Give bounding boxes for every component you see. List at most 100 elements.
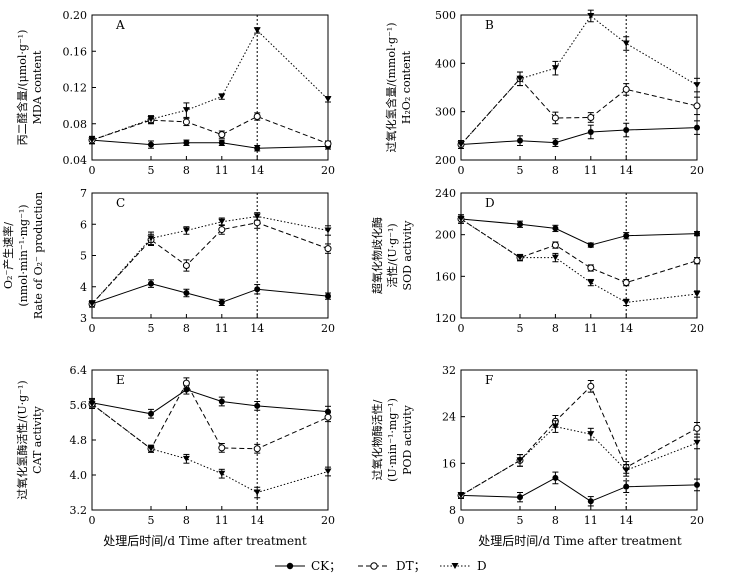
series-line-dt xyxy=(91,222,329,305)
data-point-d xyxy=(324,468,332,475)
x-tick-label: 20 xyxy=(321,322,335,335)
data-point-ck xyxy=(587,242,594,249)
data-point-ck xyxy=(694,230,700,237)
y-tick-label: 16 xyxy=(442,457,456,470)
data-point-ck xyxy=(148,280,154,287)
data-point-d xyxy=(457,492,465,499)
data-point-d xyxy=(182,227,190,234)
data-point-ck xyxy=(148,410,154,417)
data-point-ck xyxy=(552,225,559,232)
data-point-ck xyxy=(218,139,225,146)
series-line-dt xyxy=(460,218,698,284)
data-point-ck xyxy=(517,494,523,501)
data-point-d xyxy=(147,445,155,452)
y-tick-label: 0.12 xyxy=(63,82,88,95)
legend-ck-label: CK； xyxy=(311,559,341,573)
data-point-d xyxy=(622,299,630,306)
x-tick-label: 14 xyxy=(619,514,633,527)
data-point-d xyxy=(147,235,155,242)
series-line-ck xyxy=(460,218,698,246)
x-tick-label: 5 xyxy=(148,322,155,335)
data-point-d xyxy=(587,12,595,19)
series-line-ck xyxy=(460,127,698,145)
data-point-ck xyxy=(254,402,261,409)
legend-d-label: D xyxy=(477,559,487,573)
x-tick-label: 11 xyxy=(584,164,598,177)
y-tick-label: 4 xyxy=(80,281,87,294)
data-point-d xyxy=(551,423,559,430)
data-point-ck xyxy=(552,139,559,146)
data-point-ck xyxy=(254,145,261,152)
y-axis-label: POD activity xyxy=(401,404,414,475)
data-point-d xyxy=(622,467,630,474)
x-tick-label: 14 xyxy=(619,322,633,335)
x-tick-label: 14 xyxy=(250,514,264,527)
y-axis-label: 过氧化氢含量/(mmol·g⁻¹) xyxy=(384,22,398,152)
data-point-d xyxy=(587,431,595,438)
data-point-d xyxy=(88,300,96,307)
y-axis-label: SOD activity xyxy=(401,220,414,291)
plot-frame-f xyxy=(460,369,698,511)
data-point-dt xyxy=(324,140,332,148)
data-point-dt xyxy=(587,382,595,390)
data-point-ck xyxy=(517,137,523,144)
data-point-d xyxy=(516,457,524,464)
data-point-dt xyxy=(551,114,559,122)
data-point-ck xyxy=(148,141,154,148)
plot-frame-d xyxy=(460,192,698,319)
y-tick-label: 6.4 xyxy=(70,364,88,377)
data-point-dt xyxy=(182,262,190,269)
data-point-dt xyxy=(693,102,701,110)
series-line-dt xyxy=(460,78,698,145)
data-point-ck xyxy=(218,299,225,306)
series-line-d xyxy=(91,29,329,141)
data-point-d xyxy=(693,439,701,446)
x-tick-label: 8 xyxy=(552,164,559,177)
y-tick-label: 3 xyxy=(80,312,87,325)
data-point-d xyxy=(693,291,701,298)
x-tick-label: 8 xyxy=(183,514,190,527)
x-tick-label: 5 xyxy=(148,514,155,527)
data-point-dt xyxy=(587,113,595,121)
x-tick-label: 8 xyxy=(183,322,190,335)
plot-frame-e xyxy=(91,369,329,511)
data-point-d xyxy=(587,279,595,286)
data-point-dt xyxy=(182,379,190,387)
data-point-d xyxy=(147,116,155,123)
y-tick-label: 7 xyxy=(80,187,87,200)
x-tick-label: 0 xyxy=(458,164,465,177)
data-point-ck xyxy=(218,398,225,405)
y-axis-label: 过氧化物酶活性/ xyxy=(370,399,384,480)
x-tick-label: 8 xyxy=(183,164,190,177)
panel-a: 0 5 8 11 14 20 0.04 0.08 0.12 0.16 0.20 A 丙二醛含量/(μmo… xyxy=(15,9,335,177)
x-tick-label: 0 xyxy=(89,322,96,335)
data-point-dt xyxy=(587,264,595,272)
data-point-ck xyxy=(623,232,630,239)
data-point-d xyxy=(253,27,261,34)
y-tick-label: 3.2 xyxy=(70,504,88,517)
x-tick-label: 0 xyxy=(458,514,465,527)
y-tick-label: 400 xyxy=(435,57,456,70)
x-tick-label: 14 xyxy=(250,164,264,177)
data-point-d xyxy=(551,254,559,261)
data-point-d xyxy=(551,65,559,72)
data-point-d xyxy=(516,254,524,261)
y-tick-label: 8 xyxy=(449,504,456,517)
data-point-d xyxy=(253,489,261,496)
series-line-d xyxy=(460,15,698,145)
y-axis-label: Rate of O₂⁻ production xyxy=(32,192,45,319)
legend-d-marker xyxy=(451,563,459,569)
legend-ck-marker xyxy=(286,562,294,570)
data-point-d xyxy=(182,107,190,114)
data-point-ck xyxy=(587,128,594,135)
y-tick-label: 240 xyxy=(435,187,456,200)
x-tick-label: 11 xyxy=(215,514,229,527)
y-tick-label: 5.6 xyxy=(70,399,88,412)
y-tick-label: 160 xyxy=(435,270,456,283)
x-tick-label: 14 xyxy=(619,164,633,177)
data-point-dt xyxy=(551,241,559,249)
series-line-ck xyxy=(91,389,329,415)
data-point-ck xyxy=(183,139,190,146)
y-axis-label: MDA content xyxy=(31,50,44,124)
